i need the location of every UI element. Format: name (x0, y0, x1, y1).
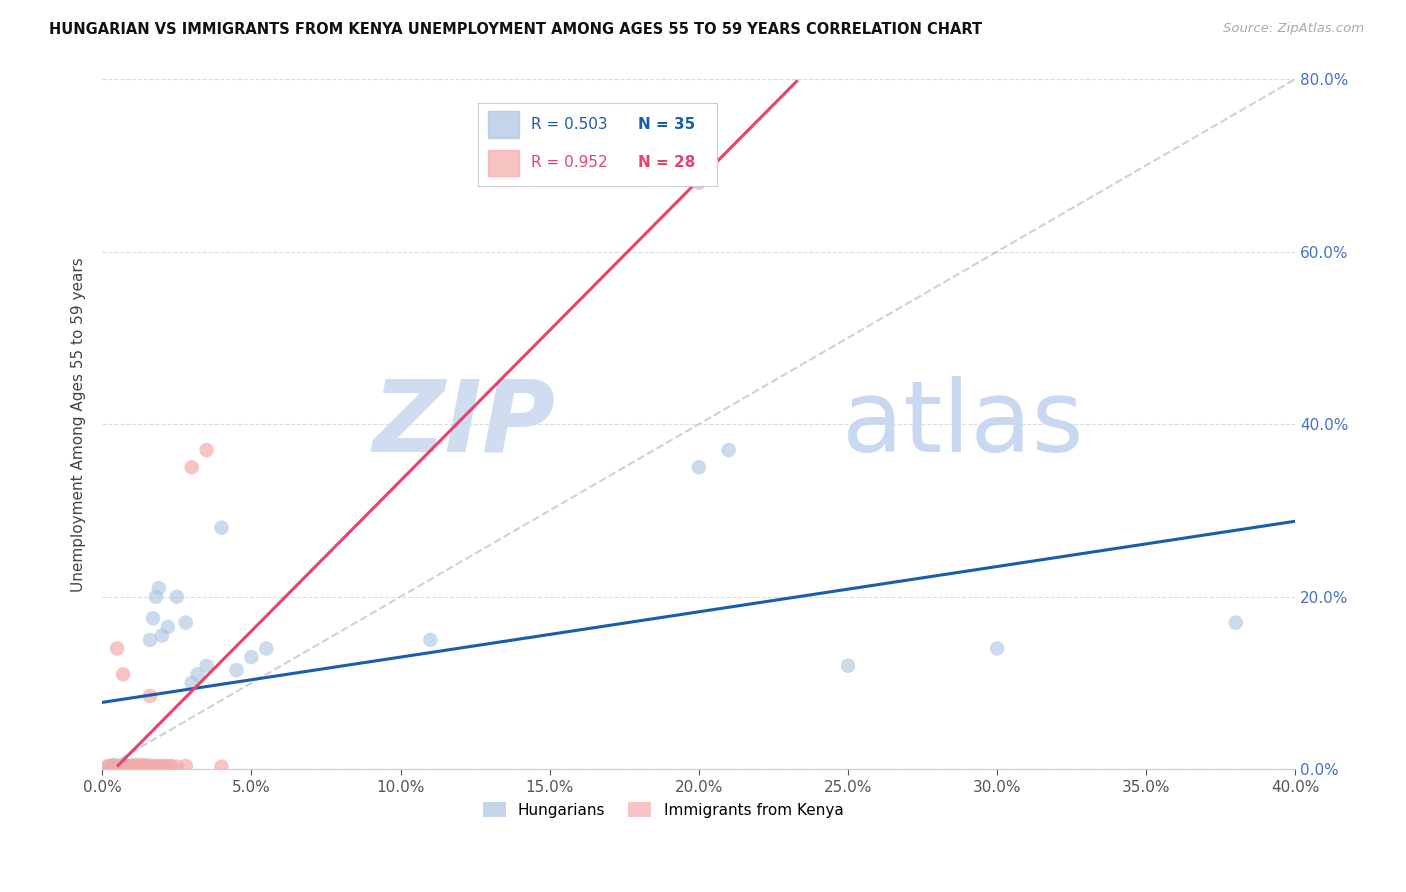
Point (153, 759, 176, 773)
Point (97, 759, 120, 773)
Point (150, 760, 173, 774)
Point (142, 759, 165, 773)
Point (103, 760, 125, 774)
Point (121, 759, 143, 773)
Point (180, 676, 202, 690)
Point (112, 758, 135, 772)
Point (112, 667, 135, 681)
Point (986, 641, 1008, 656)
Point (115, 759, 138, 773)
Point (115, 759, 138, 773)
Point (132, 759, 155, 773)
Point (136, 760, 159, 774)
Point (211, 760, 233, 774)
Point (180, 460, 202, 475)
Point (1225, 615, 1247, 630)
Point (121, 759, 143, 773)
Point (166, 590, 188, 604)
Legend: Hungarians, Immigrants from Kenya: Hungarians, Immigrants from Kenya (477, 796, 849, 824)
Point (837, 658, 859, 673)
Point (717, 443, 740, 458)
Point (124, 760, 146, 774)
Point (419, 632, 441, 647)
Point (129, 758, 152, 772)
Point (97, 760, 120, 774)
Text: ZIP: ZIP (373, 376, 555, 473)
Point (148, 581, 170, 595)
Point (174, 759, 197, 773)
Point (100, 759, 122, 773)
Point (127, 760, 149, 774)
Point (108, 760, 131, 774)
Point (100, 760, 122, 774)
Text: Source: ZipAtlas.com: Source: ZipAtlas.com (1223, 22, 1364, 36)
Point (688, 460, 710, 475)
Point (105, 759, 128, 773)
Text: atlas: atlas (842, 376, 1084, 473)
Point (195, 443, 218, 458)
Point (145, 760, 167, 774)
Point (142, 611, 165, 625)
Point (187, 667, 209, 681)
Point (129, 759, 152, 773)
Text: HUNGARIAN VS IMMIGRANTS FROM KENYA UNEMPLOYMENT AMONG AGES 55 TO 59 YEARS CORREL: HUNGARIAN VS IMMIGRANTS FROM KENYA UNEMP… (49, 22, 983, 37)
Point (118, 760, 141, 774)
Point (240, 650, 263, 665)
Point (127, 760, 149, 774)
Point (105, 641, 128, 656)
Point (688, 176, 710, 190)
Point (159, 759, 181, 773)
Point (150, 629, 173, 643)
Point (195, 658, 218, 673)
Point (211, 521, 233, 535)
Point (132, 760, 155, 774)
Y-axis label: Unemployment Among Ages 55 to 59 years: Unemployment Among Ages 55 to 59 years (72, 257, 86, 591)
Point (103, 758, 125, 772)
Point (139, 689, 162, 703)
Point (145, 590, 167, 604)
Point (174, 615, 197, 630)
Point (148, 759, 170, 773)
Point (108, 760, 131, 774)
Point (118, 760, 141, 774)
Point (225, 663, 247, 677)
Point (156, 760, 179, 774)
Point (156, 620, 179, 634)
Point (136, 758, 159, 772)
Point (139, 632, 162, 647)
Point (124, 758, 146, 772)
Point (254, 641, 277, 656)
Point (166, 760, 188, 774)
